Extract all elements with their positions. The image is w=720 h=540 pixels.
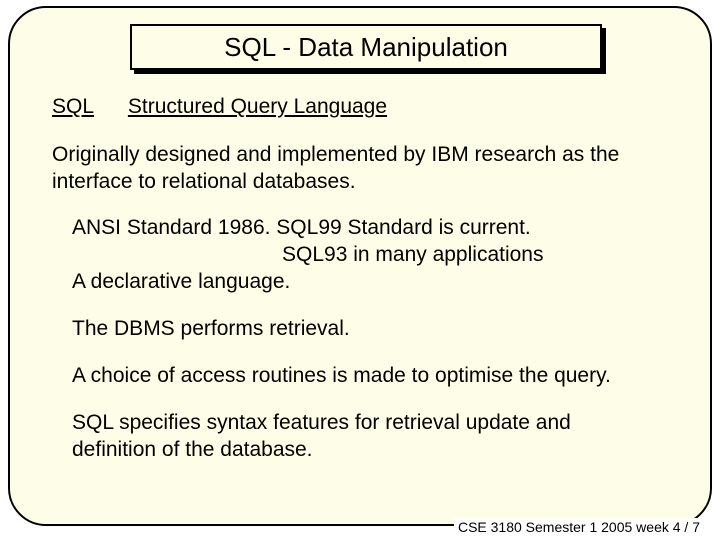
body-content: ANSI Standard 1986. SQL99 Standard is cu… bbox=[72, 214, 692, 463]
body-line: A declarative language. bbox=[72, 268, 692, 295]
slide-footer: CSE 3180 Semester 1 2005 week 4 / 7 bbox=[454, 518, 704, 536]
body-line: definition of the database. bbox=[72, 436, 692, 463]
subtitle-expansion: Structured Query Language bbox=[128, 95, 387, 118]
body-line: ANSI Standard 1986. SQL99 Standard is cu… bbox=[72, 214, 692, 241]
slide-frame: SQL - Data Manipulation SQL Structured Q… bbox=[8, 6, 712, 526]
body-line: SQL93 in many applications bbox=[72, 241, 692, 268]
subtitle-row: SQL Structured Query Language bbox=[52, 95, 387, 119]
subtitle-abbrev: SQL bbox=[52, 95, 94, 118]
body-line: SQL specifies syntax features for retrie… bbox=[72, 409, 692, 436]
body-line: A choice of access routines is made to o… bbox=[72, 362, 692, 389]
body-line: The DBMS performs retrieval. bbox=[72, 315, 692, 342]
title-box: SQL - Data Manipulation bbox=[130, 24, 602, 70]
paragraph-intro: Originally designed and implemented by I… bbox=[52, 141, 672, 195]
slide-title: SQL - Data Manipulation bbox=[224, 32, 508, 62]
